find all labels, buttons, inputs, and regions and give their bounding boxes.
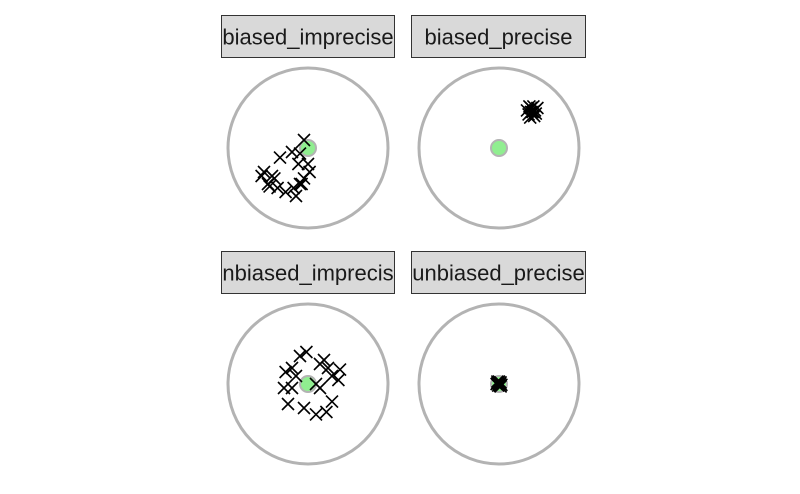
data-point xyxy=(291,157,305,171)
target-circle xyxy=(226,66,390,230)
data-point xyxy=(279,365,293,379)
facet-strip-label: unbiased_precise xyxy=(412,261,584,286)
data-point xyxy=(285,145,299,159)
data-point xyxy=(526,99,540,113)
data-point xyxy=(491,376,505,390)
facet-strip-label: unbiased_imprecise xyxy=(210,261,406,286)
data-point xyxy=(293,177,307,191)
facet-panel: unbiased_imprecise xyxy=(210,251,406,466)
facet-panel: biased_imprecise xyxy=(221,15,395,230)
data-point xyxy=(321,361,335,375)
data-point xyxy=(279,185,293,199)
data-point xyxy=(313,357,327,371)
data-point xyxy=(257,165,271,179)
data-point xyxy=(523,111,537,125)
data-point xyxy=(281,397,295,411)
data-point xyxy=(297,401,311,415)
data-point xyxy=(303,165,317,179)
data-point xyxy=(309,377,323,391)
data-point xyxy=(285,381,299,395)
data-point xyxy=(299,345,313,359)
data-point xyxy=(263,179,277,193)
facet-strip xyxy=(411,251,586,294)
data-point xyxy=(309,407,323,421)
facet-strip xyxy=(221,15,395,58)
facet-panel: biased_precise xyxy=(411,15,586,230)
data-point xyxy=(273,151,287,165)
data-point xyxy=(301,157,315,171)
data-point xyxy=(285,361,299,375)
facet-strip-label: biased_imprecise xyxy=(222,25,393,50)
target-circle xyxy=(417,302,581,466)
data-point xyxy=(319,405,333,419)
facet-strip xyxy=(411,15,586,58)
data-point xyxy=(297,133,311,147)
target-circle xyxy=(417,66,581,230)
facet-panel: unbiased_precise xyxy=(411,251,586,466)
data-point xyxy=(271,181,285,195)
data-point xyxy=(529,107,543,121)
target-center xyxy=(490,139,508,157)
facet-strip xyxy=(221,251,395,294)
data-point xyxy=(325,395,339,409)
data-point xyxy=(325,369,339,383)
data-point xyxy=(293,349,307,363)
target-circle xyxy=(226,302,390,466)
data-point xyxy=(255,169,269,183)
data-point xyxy=(267,171,281,185)
target-center xyxy=(299,375,317,393)
target-center xyxy=(299,139,317,157)
facet-strip-label: biased_precise xyxy=(425,25,573,50)
data-point xyxy=(331,373,345,387)
data-point xyxy=(289,369,303,383)
data-point xyxy=(287,181,301,195)
data-point xyxy=(289,189,303,203)
